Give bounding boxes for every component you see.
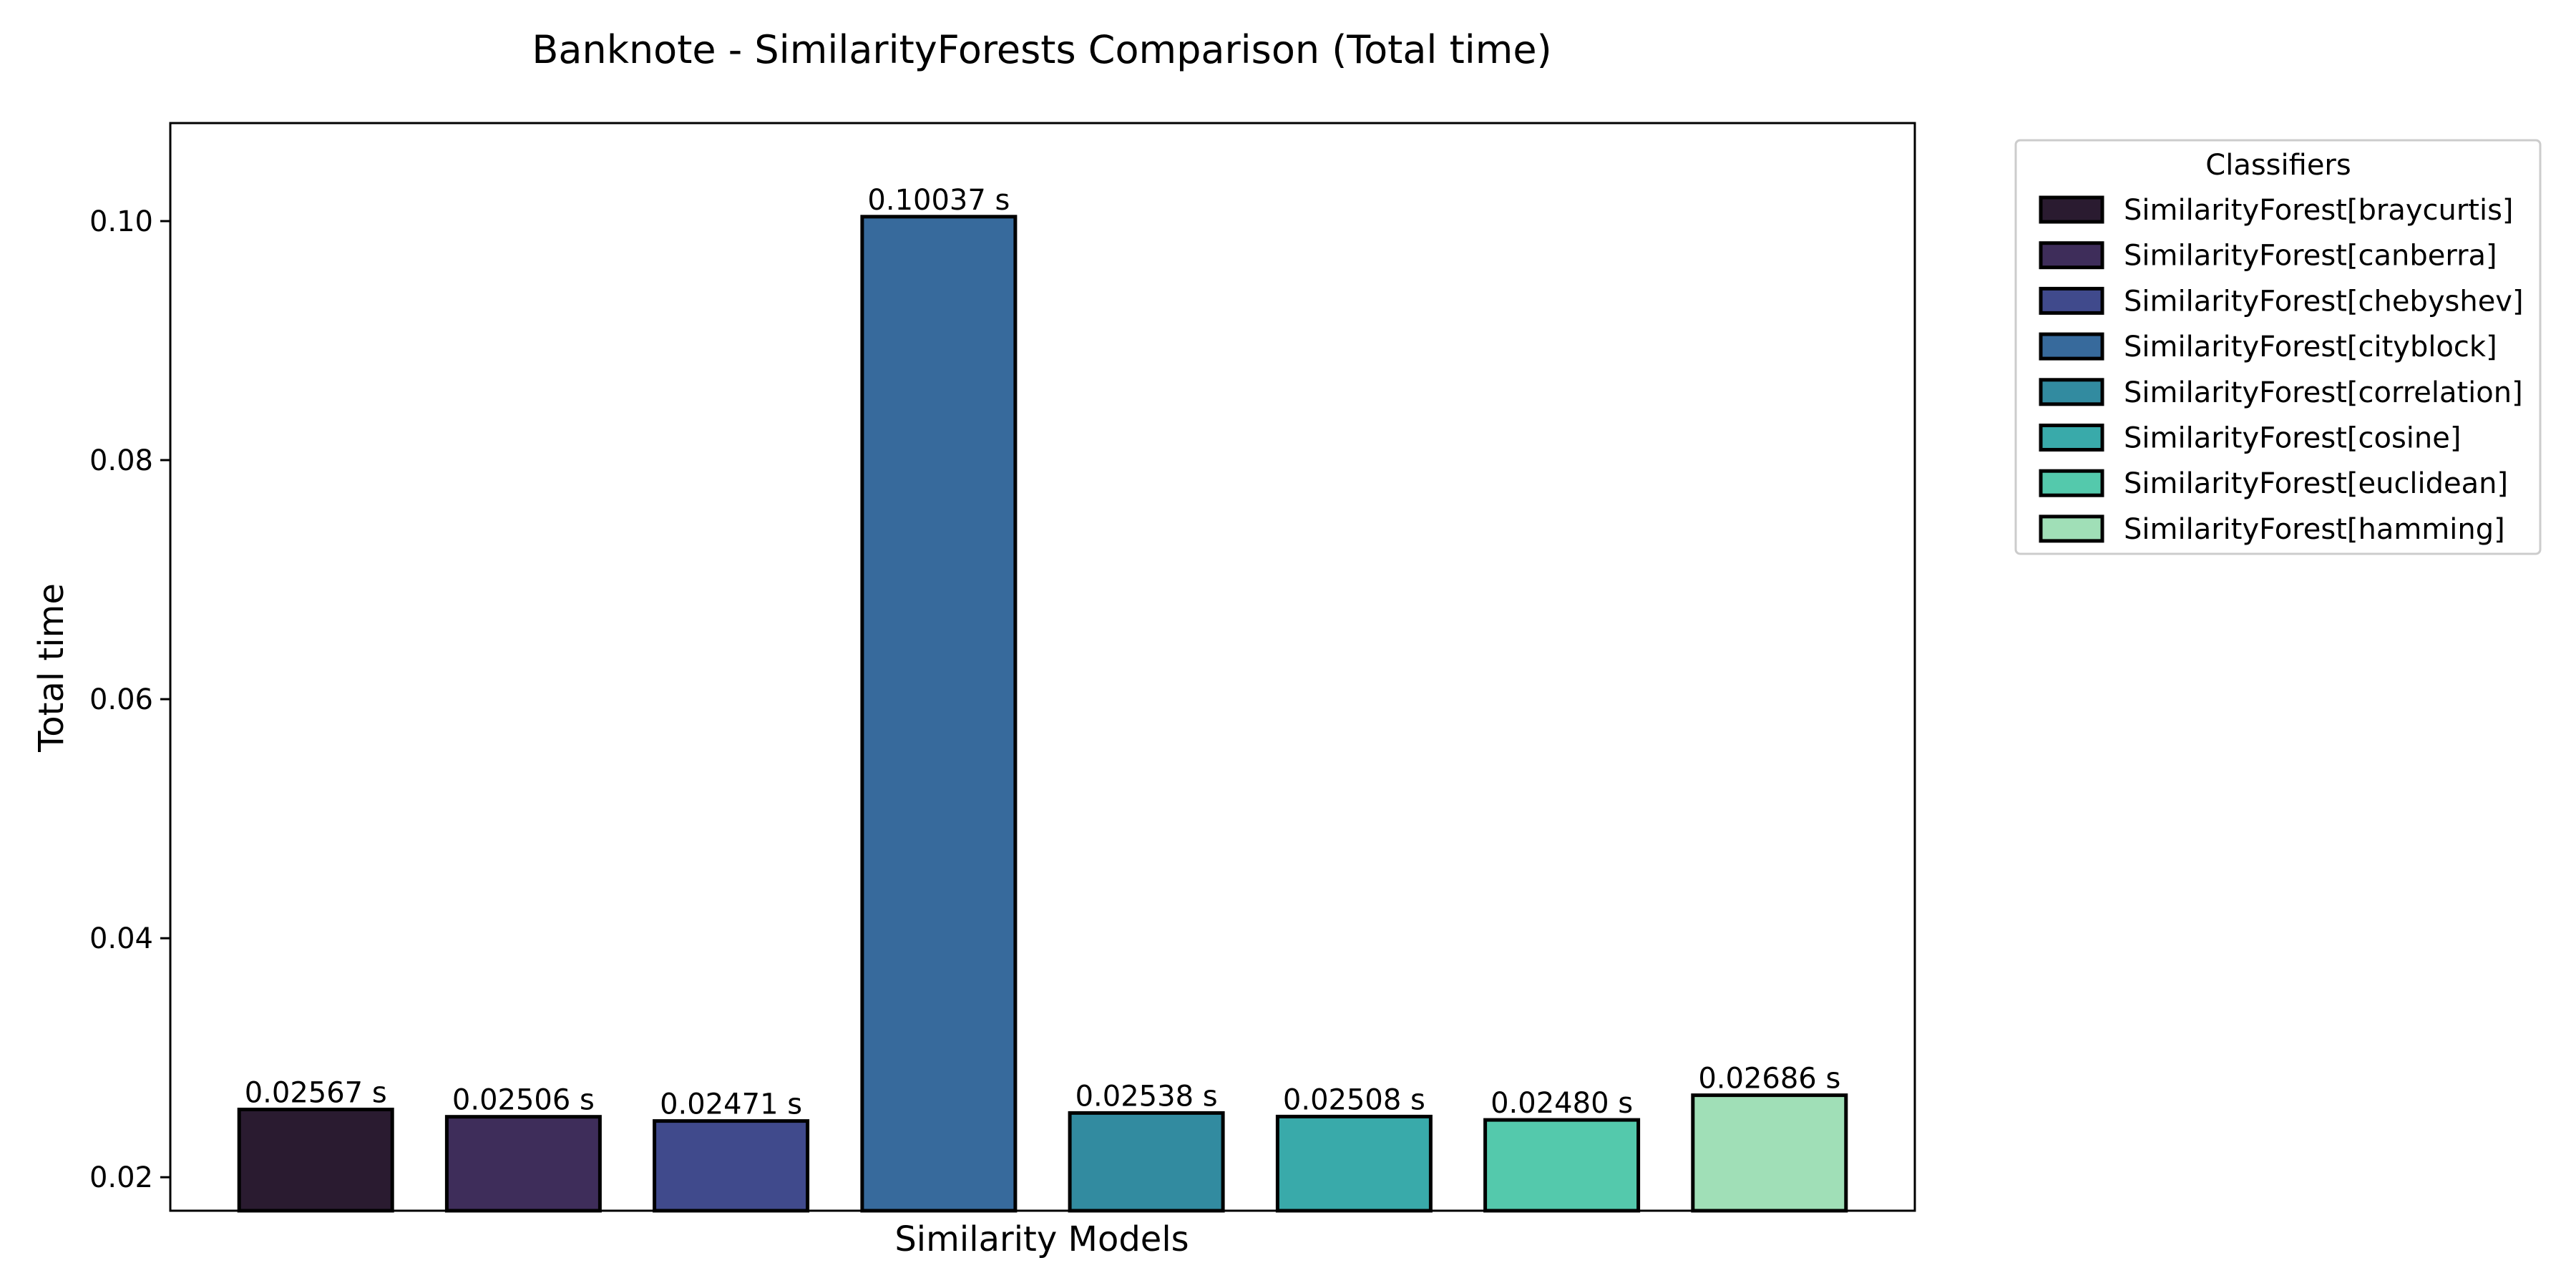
legend-swatch (2039, 286, 2104, 315)
legend-swatch (2039, 514, 2104, 543)
legend-label: SimilarityForest[canberra] (2124, 240, 2497, 273)
legend-label: SimilarityForest[cosine] (2124, 422, 2461, 455)
x-axis-label: Similarity Models (894, 1219, 1189, 1259)
chart-title: Banknote - SimilarityForests Comparison … (532, 27, 1551, 72)
plot-frame (169, 122, 1916, 1212)
legend-swatch (2039, 378, 2104, 406)
bar (237, 1108, 394, 1213)
bar (1483, 1118, 1641, 1213)
legend-frame (2014, 139, 2542, 555)
legend-swatch (2039, 469, 2104, 497)
bar-value-label: 0.02506 s (452, 1084, 595, 1117)
bar-value-label: 0.02471 s (660, 1088, 802, 1121)
bar (444, 1115, 602, 1213)
legend-swatch (2039, 332, 2104, 361)
plot-area: 0.02567 s 0.02506 s 0.02471 s 0.10037 s 0.02… (89, 122, 1916, 1213)
legend-label: SimilarityForest[hamming] (2124, 513, 2505, 546)
bar-value-label: 0.02686 s (1698, 1063, 1840, 1096)
y-tick-label: 0.08 (89, 444, 153, 477)
y-axis-label: Total time (31, 583, 72, 753)
y-tick-label: 0.02 (89, 1161, 153, 1194)
legend-label: SimilarityForest[chebyshev] (2124, 285, 2524, 318)
bar-value-label: 0.02508 s (1283, 1083, 1425, 1116)
bar (1275, 1114, 1433, 1213)
y-tick-label: 0.04 (89, 922, 153, 955)
bar-value-label: 0.02480 s (1491, 1087, 1633, 1120)
legend-title: Classifiers (2205, 149, 2351, 182)
y-tick-label: 0.10 (89, 205, 153, 238)
legend-label: SimilarityForest[braycurtis] (2124, 194, 2514, 227)
legend-label: SimilarityForest[euclidean] (2124, 467, 2508, 500)
bar (653, 1119, 810, 1213)
bar (1691, 1093, 1848, 1213)
legend: Classifiers SimilarityForest[braycurtis]… (2014, 139, 2542, 555)
bar (1068, 1111, 1225, 1213)
legend-swatch (2039, 424, 2104, 452)
bar-value-label: 0.02538 s (1075, 1080, 1218, 1113)
legend-label: SimilarityForest[cityblock] (2124, 331, 2497, 364)
bar-value-label: 0.02567 s (245, 1077, 387, 1110)
legend-label: SimilarityForest[correlation] (2124, 376, 2523, 409)
bar-value-label: 0.10037 s (867, 184, 1010, 217)
y-tick-label: 0.06 (89, 683, 153, 716)
bar (860, 215, 1018, 1213)
legend-swatch (2039, 241, 2104, 270)
legend-swatch (2039, 195, 2104, 224)
